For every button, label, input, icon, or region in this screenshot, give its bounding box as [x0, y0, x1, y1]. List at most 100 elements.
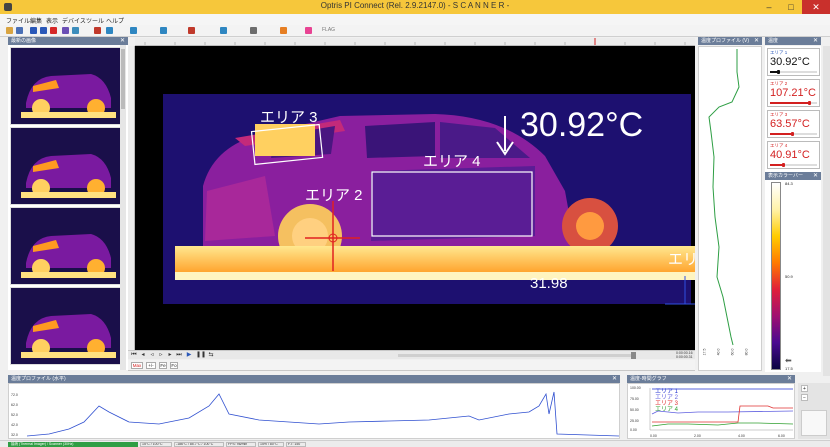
- flag-label[interactable]: FLAG: [322, 27, 336, 33]
- hprofile-title: 温度プロファイル (水平): [11, 376, 66, 382]
- measurement-level-knob[interactable]: [782, 163, 786, 167]
- first-frame-icon[interactable]: ⏮: [131, 352, 137, 358]
- measurement-name: エリア 2: [770, 81, 788, 86]
- measurement-box[interactable]: エリア 3 63.57°C: [767, 110, 820, 138]
- menu-file[interactable]: ファイル: [6, 19, 31, 25]
- step-forward-icon[interactable]: ▹: [159, 352, 163, 358]
- timeline-track[interactable]: [398, 354, 633, 357]
- area-2-label[interactable]: エリア 2: [305, 187, 363, 204]
- measurement-box[interactable]: エリア 2 107.21°C: [767, 79, 820, 107]
- legend-item[interactable]: エリア 2: [655, 395, 679, 401]
- pause-icon[interactable]: ❚❚: [196, 352, 207, 358]
- area-3-label[interactable]: エリア 3: [260, 109, 318, 126]
- line-icon[interactable]: [188, 27, 195, 34]
- minimize-button[interactable]: –: [766, 2, 772, 12]
- chart-options-box[interactable]: [801, 410, 827, 436]
- pin-icon[interactable]: ✕: [611, 376, 617, 382]
- measure-header: 温度 ✕: [765, 37, 821, 45]
- vertical-profile: 17.5 40.0 60.0 80.0: [698, 46, 762, 371]
- timeline-handle[interactable]: [631, 352, 636, 359]
- settings-icon[interactable]: [72, 27, 79, 34]
- measurement-level-knob[interactable]: [790, 132, 794, 136]
- step-back-icon[interactable]: ◃: [150, 352, 154, 358]
- palette-max: 84.3: [785, 181, 793, 186]
- timechart-ytick: 50.00: [630, 408, 639, 412]
- spot-temperature: 30.92°C: [520, 106, 644, 144]
- area-1-label[interactable]: エリア: [668, 251, 695, 268]
- record-icon[interactable]: [50, 27, 57, 34]
- menu-edit[interactable]: 編集: [30, 19, 43, 25]
- timechart-title: 温度-時間グラフ: [630, 376, 667, 382]
- measurement-value: 63.57°C: [770, 118, 810, 130]
- fo-toggle[interactable]: Fo: [170, 362, 178, 369]
- thermal-image-view[interactable]: エリア 3 エリア 4 エリア 2 エリア 30.92°C 31.98: [135, 46, 695, 350]
- legend-item[interactable]: エリア 4: [655, 407, 679, 413]
- area-icon[interactable]: [160, 27, 167, 34]
- timechart-xtick: 6.00: [778, 434, 785, 438]
- measurement-level-knob[interactable]: [777, 70, 781, 74]
- close-button[interactable]: ✕: [802, 0, 830, 14]
- pin-icon[interactable]: ✕: [812, 173, 818, 179]
- legend-item[interactable]: エリア 1: [655, 389, 679, 395]
- pin-icon[interactable]: ✕: [119, 38, 125, 44]
- palette-gradient[interactable]: [771, 182, 781, 370]
- last-frame-icon[interactable]: ⏭: [176, 352, 182, 358]
- menu-view[interactable]: 表示: [46, 19, 59, 25]
- loop-icon[interactable]: ⇆: [208, 352, 214, 358]
- area-4-label[interactable]: エリア 4: [423, 153, 481, 170]
- legend-item[interactable]: エリア 3: [655, 401, 679, 407]
- alarm-icon[interactable]: [280, 27, 287, 34]
- temperature-time-chart: 100.00 75.00 50.00 25.00 0.00 0.00 2.00 …: [627, 383, 795, 439]
- max-toggle[interactable]: Max: [131, 362, 143, 369]
- snapshot-thumbnail[interactable]: [10, 47, 124, 125]
- snapshot-thumbnail[interactable]: [10, 127, 124, 205]
- snapshot-thumbnail[interactable]: [10, 207, 124, 285]
- snapshot-icon[interactable]: [62, 27, 69, 34]
- maximize-button[interactable]: □: [788, 2, 794, 12]
- snapshot-thumbnail[interactable]: [10, 287, 124, 365]
- menu-tools[interactable]: ツール: [86, 19, 105, 25]
- measurement-panel: エリア 1 30.92°C エリア 2 107.21°C エリア 3 63.57°C エリア…: [765, 46, 821, 172]
- side-toolstrip[interactable]: [823, 46, 830, 376]
- info-icon[interactable]: [305, 27, 312, 34]
- measurement-level-knob[interactable]: [807, 101, 811, 105]
- measurement-box[interactable]: エリア 4 40.91°C: [767, 141, 820, 169]
- save-icon[interactable]: [16, 27, 23, 34]
- palette-mid: 50.9: [785, 274, 793, 279]
- pin-icon[interactable]: ✕: [812, 38, 818, 44]
- play-icon[interactable]: ▶: [186, 352, 192, 358]
- zoom-in-button[interactable]: +: [801, 385, 808, 392]
- pointer-arrow-icon[interactable]: ⬅: [785, 356, 792, 365]
- connection-status: 接続 (Thermal Imager) / Scanner (30Hz): [8, 442, 138, 447]
- measure-icon[interactable]: [130, 27, 137, 34]
- chart-controls: + −: [798, 383, 830, 439]
- playback-bar: ⏮ ◂ ◃ ▹ ▸ ⏭ ▶ ❚❚ ⇆ 0:00:00.16 0:00:00.31: [128, 350, 695, 359]
- vprofile-title: 温度プロファイル (V): [701, 38, 750, 44]
- measurement-level-fill: [770, 71, 779, 73]
- status-cell: 15% / 80°C: [258, 442, 284, 447]
- measurement-box[interactable]: エリア 1 30.92°C: [767, 48, 820, 76]
- chart-icon[interactable]: [106, 27, 113, 34]
- menu-help[interactable]: ヘルプ: [106, 19, 125, 25]
- grid-icon[interactable]: [220, 27, 227, 34]
- pin-icon[interactable]: ✕: [753, 38, 759, 44]
- car-thumbnail-icon: [11, 48, 123, 124]
- fe-toggle[interactable]: Fe: [159, 362, 167, 369]
- measurement-name: エリア 3: [770, 112, 788, 117]
- pin-icon[interactable]: ✕: [786, 376, 792, 382]
- status-cell: F.T: 150: [286, 442, 306, 447]
- palette-icon[interactable]: [94, 27, 101, 34]
- status-bar: 接続 (Thermal Imager) / Scanner (30Hz) 15°…: [0, 440, 830, 447]
- open-icon[interactable]: [6, 27, 13, 34]
- range-toggle[interactable]: +/-: [146, 362, 156, 369]
- next-icon[interactable]: ▸: [168, 352, 172, 358]
- scroll-thumb[interactable]: [121, 49, 125, 109]
- stop-icon[interactable]: [40, 27, 47, 34]
- prev-icon[interactable]: ◂: [141, 352, 145, 358]
- zoom-out-button[interactable]: −: [801, 394, 808, 401]
- snapshot-scrollbar[interactable]: [120, 45, 126, 370]
- layout-icon[interactable]: [250, 27, 257, 34]
- menu-device[interactable]: デバイス: [62, 19, 86, 25]
- hprofile-tick: 62.0: [11, 403, 18, 407]
- play-icon[interactable]: [30, 27, 37, 34]
